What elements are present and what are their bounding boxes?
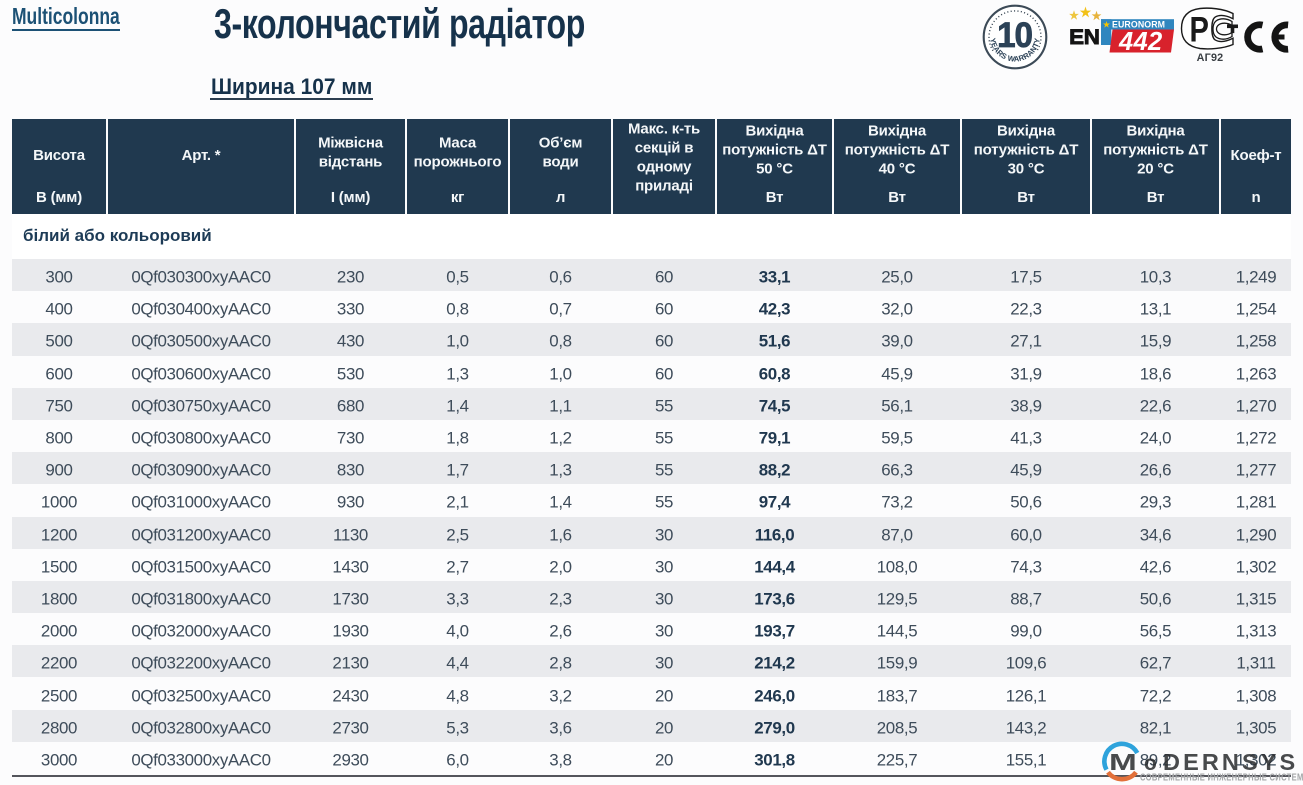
svg-text:EN: EN <box>1069 24 1099 49</box>
svg-text:АГ92: АГ92 <box>1197 52 1224 64</box>
svg-text:M: M <box>1109 750 1137 776</box>
svg-text:EURONORM: EURONORM <box>1112 19 1165 29</box>
svg-text:10: 10 <box>997 16 1032 55</box>
svg-text:СОВРЕМЕННЫЕ ИНЖЕНЕРНЫЕ СИСТЕМЫ: СОВРЕМЕННЫЕ ИНЖЕНЕРНЫЕ СИСТЕМЫ <box>1140 772 1303 783</box>
svg-text:Р: Р <box>1190 10 1209 49</box>
svg-text:DERNSYS: DERNSYS <box>1163 749 1298 775</box>
svg-text:o: o <box>1144 752 1157 775</box>
svg-text:442: 442 <box>1118 28 1162 56</box>
